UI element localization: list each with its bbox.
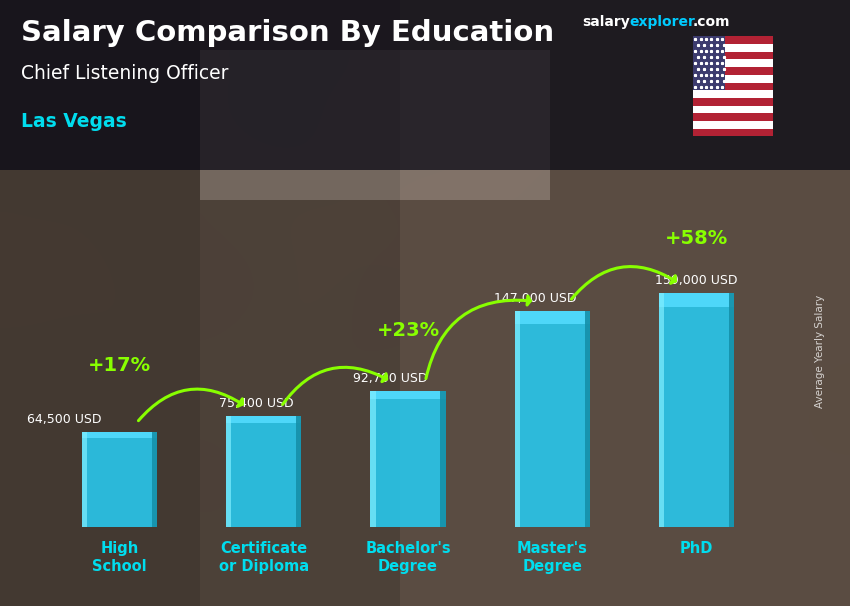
Bar (585, 311, 590, 527)
Text: Average Yearly Salary: Average Yearly Salary (815, 295, 825, 408)
Bar (693, 36, 725, 90)
FancyArrowPatch shape (282, 367, 387, 404)
Bar (296, 416, 301, 527)
Text: 64,500 USD: 64,500 USD (27, 413, 102, 426)
Bar (371, 391, 445, 527)
Bar (693, 98, 774, 105)
Bar (82, 432, 157, 527)
Bar (440, 391, 445, 527)
Text: 92,700 USD: 92,700 USD (354, 371, 428, 385)
Bar (659, 293, 734, 307)
Bar (693, 128, 774, 136)
Bar (226, 416, 301, 527)
Bar (693, 121, 774, 128)
Bar (693, 36, 774, 44)
Bar (693, 82, 774, 90)
Bar (371, 391, 445, 399)
Bar (693, 75, 774, 82)
Bar (82, 432, 157, 438)
Bar (82, 432, 87, 527)
Bar (515, 311, 520, 527)
Bar (693, 105, 774, 113)
Text: .com: .com (693, 15, 730, 29)
Text: Salary Comparison By Education: Salary Comparison By Education (21, 19, 554, 47)
Bar (515, 311, 590, 527)
Text: +58%: +58% (665, 230, 728, 248)
FancyArrowPatch shape (426, 296, 530, 379)
Bar (693, 67, 774, 75)
Bar (729, 293, 734, 527)
Bar (693, 44, 774, 52)
Bar (659, 293, 734, 527)
Text: Chief Listening Officer: Chief Listening Officer (21, 64, 229, 82)
Text: explorer: explorer (629, 15, 695, 29)
Bar (693, 113, 774, 121)
Bar (371, 391, 376, 527)
Bar (693, 52, 774, 59)
FancyArrowPatch shape (139, 389, 242, 421)
Bar (226, 416, 301, 423)
Text: +17%: +17% (88, 356, 151, 375)
Text: Las Vegas: Las Vegas (21, 112, 127, 131)
Text: 147,000 USD: 147,000 USD (494, 291, 576, 305)
Text: 159,000 USD: 159,000 USD (655, 274, 738, 287)
Bar (659, 293, 665, 527)
Text: 75,400 USD: 75,400 USD (219, 398, 294, 410)
Bar (693, 59, 774, 67)
Text: +23%: +23% (377, 321, 439, 340)
Bar (515, 311, 590, 324)
Text: salary: salary (582, 15, 630, 29)
FancyArrowPatch shape (571, 267, 676, 299)
Bar (693, 90, 774, 98)
Bar (151, 432, 157, 527)
Bar (226, 416, 231, 527)
